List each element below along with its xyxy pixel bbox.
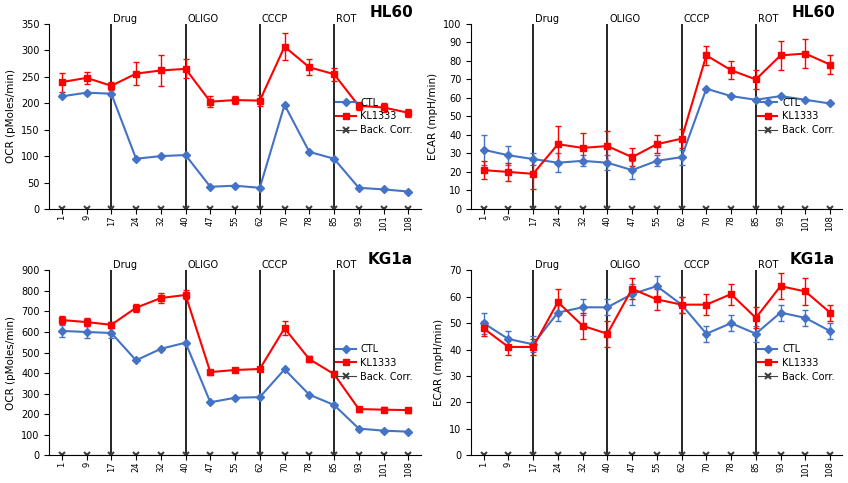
Text: OLIGO: OLIGO xyxy=(610,260,640,270)
Text: KG1a: KG1a xyxy=(368,252,413,267)
Y-axis label: OCR (pMoles/min): OCR (pMoles/min) xyxy=(6,316,15,410)
Text: ROT: ROT xyxy=(758,14,778,24)
Text: OLIGO: OLIGO xyxy=(187,260,219,270)
Text: CCCP: CCCP xyxy=(683,14,710,24)
Y-axis label: ECAR (mpH/min): ECAR (mpH/min) xyxy=(433,319,444,406)
Text: HL60: HL60 xyxy=(791,5,835,20)
Text: CCCP: CCCP xyxy=(262,260,288,270)
Text: ROT: ROT xyxy=(758,260,778,270)
Y-axis label: OCR (pMoles/min): OCR (pMoles/min) xyxy=(6,70,15,163)
Text: Drug: Drug xyxy=(114,14,137,24)
Legend: CTL, KL1333, Back. Corr.: CTL, KL1333, Back. Corr. xyxy=(755,95,838,138)
Text: OLIGO: OLIGO xyxy=(610,14,640,24)
Text: KG1a: KG1a xyxy=(789,252,835,267)
Y-axis label: ECAR (mpH/min): ECAR (mpH/min) xyxy=(427,73,438,160)
Text: Drug: Drug xyxy=(535,14,559,24)
Text: ROT: ROT xyxy=(336,260,356,270)
Text: CCCP: CCCP xyxy=(683,260,710,270)
Text: HL60: HL60 xyxy=(370,5,413,20)
Legend: CTL, KL1333, Back. Corr.: CTL, KL1333, Back. Corr. xyxy=(333,95,416,138)
Text: Drug: Drug xyxy=(114,260,137,270)
Text: OLIGO: OLIGO xyxy=(187,14,219,24)
Legend: CTL, KL1333, Back. Corr.: CTL, KL1333, Back. Corr. xyxy=(333,341,416,384)
Text: CCCP: CCCP xyxy=(262,14,288,24)
Text: Drug: Drug xyxy=(535,260,559,270)
Text: ROT: ROT xyxy=(336,14,356,24)
Legend: CTL, KL1333, Back. Corr.: CTL, KL1333, Back. Corr. xyxy=(755,341,838,384)
